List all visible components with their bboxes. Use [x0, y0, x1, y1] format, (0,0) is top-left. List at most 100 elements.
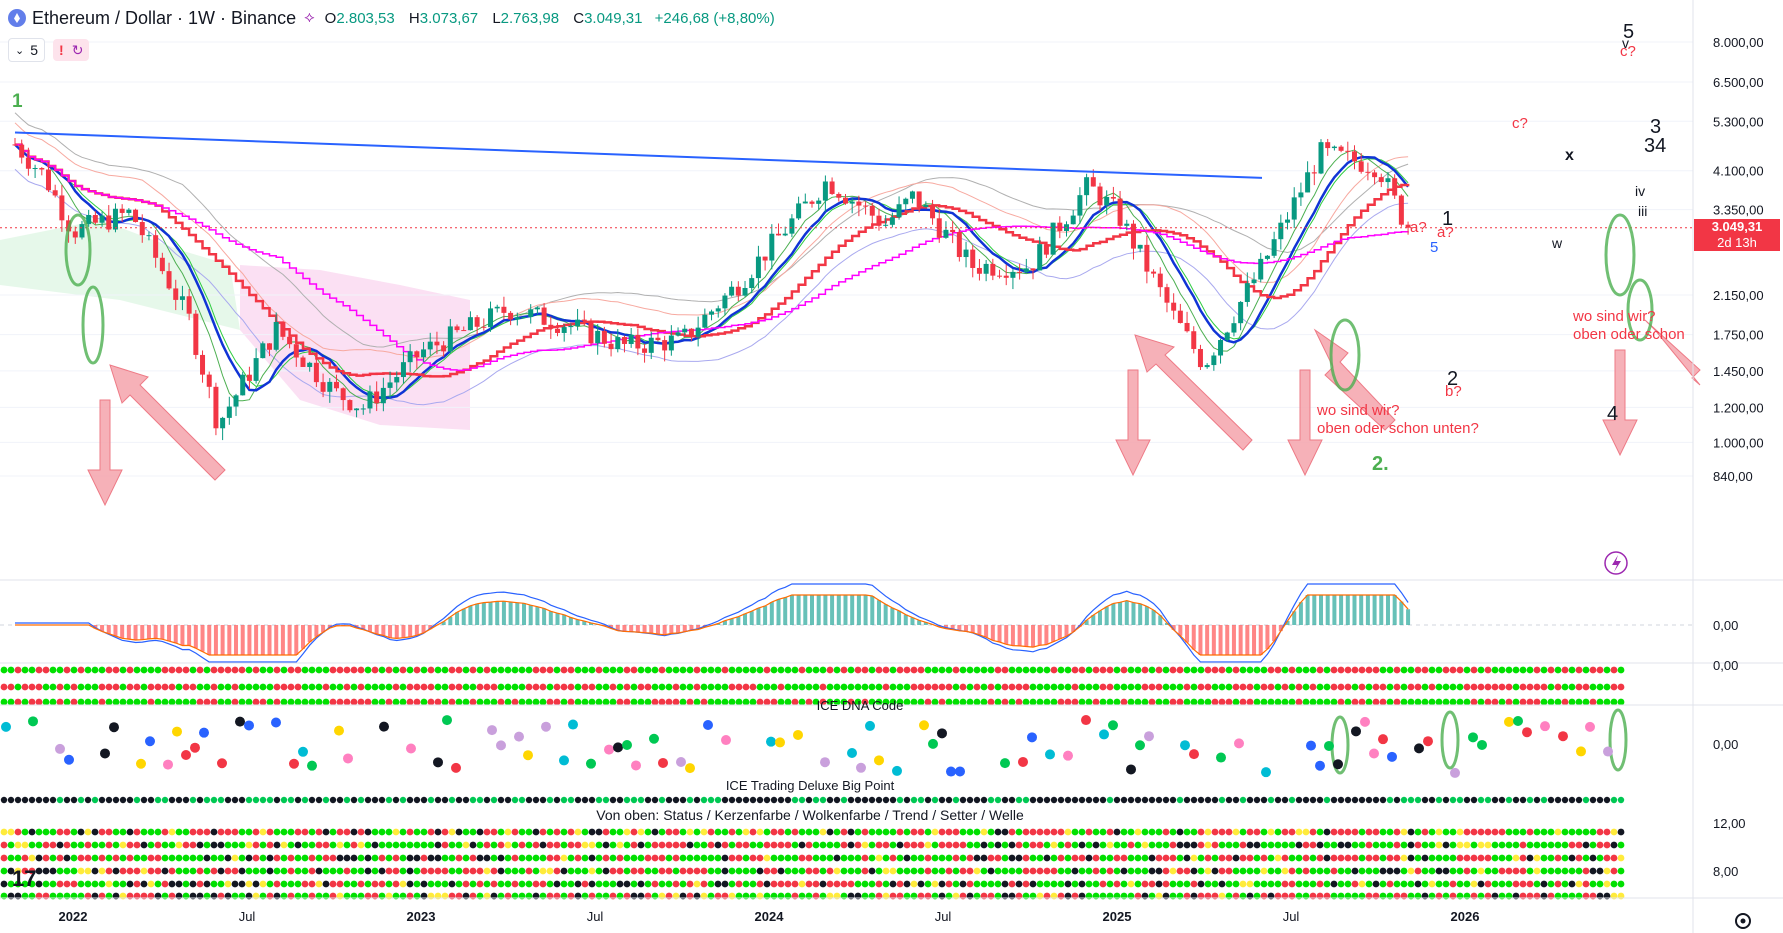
deluxe-dot — [1127, 854, 1135, 862]
bigpoint-dot — [1190, 796, 1198, 804]
status-dot — [462, 698, 470, 706]
status-dot — [637, 666, 645, 674]
candle-body — [367, 391, 373, 409]
bigpoint-dot — [994, 796, 1002, 804]
deluxe-dot — [1337, 841, 1345, 849]
bigpoint-dot — [231, 796, 239, 804]
status-dot — [1568, 666, 1576, 674]
symbol-title[interactable]: Ethereum / Dollar · 1W · Binance — [32, 7, 297, 28]
status-dot — [1106, 698, 1114, 706]
deluxe-dot — [1274, 854, 1282, 862]
deluxe-dot — [1407, 854, 1415, 862]
candle-body — [414, 351, 420, 358]
deluxe-dot — [105, 841, 113, 849]
arrow-down-right-5 — [1644, 319, 1701, 386]
status-dot — [560, 666, 568, 674]
deluxe-dot — [805, 867, 813, 875]
status-dot — [945, 683, 953, 691]
macd-histogram-bar — [870, 595, 875, 625]
price-axis[interactable]: 8.000,006.500,005.300,004.100,003.350,00… — [1713, 35, 1764, 484]
status-dot — [1589, 666, 1597, 674]
status-dot — [651, 698, 659, 706]
trendline[interactable] — [14, 131, 1263, 179]
deluxe-dot — [1582, 867, 1590, 875]
status-dot — [1323, 683, 1331, 691]
deluxe-dot — [1442, 828, 1450, 836]
deluxe-dot — [91, 841, 99, 849]
status-dot — [182, 698, 190, 706]
deluxe-dot — [168, 880, 176, 888]
wave-annotations[interactable]: 1 2. 1 2 b? a? a? c? c? 3 34 4 5 5 v iv … — [12, 21, 1685, 475]
candle-body — [909, 191, 915, 199]
deluxe-dot — [427, 828, 435, 836]
bigpoint-dot — [189, 796, 197, 804]
gear-icon[interactable] — [1735, 913, 1751, 929]
status-dot — [1162, 683, 1170, 691]
status-dot — [378, 683, 386, 691]
deluxe-dot — [1043, 867, 1051, 875]
deluxe-dot — [1372, 828, 1380, 836]
macd-histogram-bar — [113, 625, 118, 636]
deluxe-dot — [1526, 841, 1534, 849]
bigpoint-dot — [1372, 796, 1380, 804]
candle-body — [541, 307, 547, 325]
bigpoint-dot — [567, 796, 575, 804]
status-dot — [1113, 666, 1121, 674]
bigpoint-dot — [910, 796, 918, 804]
bigpoint-dot — [1078, 796, 1086, 804]
deluxe-dot — [245, 828, 253, 836]
alert-button[interactable]: ! ↻ — [53, 39, 90, 61]
macd-histogram-bar — [1178, 625, 1183, 636]
bigpoint-dot — [1134, 796, 1142, 804]
deluxe-dot — [0, 880, 8, 888]
status-dot — [1022, 666, 1030, 674]
status-dot — [490, 683, 498, 691]
macd-histogram-bar — [501, 601, 506, 625]
deluxe-dot — [49, 880, 57, 888]
last-price-tag[interactable]: 3.049,31 2d 13h — [1694, 218, 1780, 251]
deluxe-dot — [7, 841, 15, 849]
bigpoint-dot — [441, 796, 449, 804]
deluxe-dot — [238, 854, 246, 862]
deluxe-dot — [1064, 854, 1072, 862]
deluxe-dot — [1414, 854, 1422, 862]
status-dot — [238, 666, 246, 674]
time-axis[interactable]: 2022 Jul 2023 Jul 2024 Jul 2025 Jul 2026 — [59, 909, 1480, 924]
deluxe-dot — [700, 828, 708, 836]
deluxe-dot — [14, 828, 22, 836]
indicators-count-button[interactable]: ⌄ 5 — [8, 38, 46, 62]
drawing-ovals[interactable] — [64, 213, 1654, 775]
macd-histogram-bar — [696, 625, 701, 630]
deluxe-dot — [1176, 841, 1184, 849]
bigpoint-dot — [504, 796, 512, 804]
deluxe-dot — [1568, 854, 1576, 862]
status-dot — [1092, 683, 1100, 691]
deluxe-dot — [784, 828, 792, 836]
status-dot — [1127, 698, 1135, 706]
status-dot — [1386, 683, 1394, 691]
bigpoint-dot — [1281, 796, 1289, 804]
status-dot — [140, 698, 148, 706]
status-dot — [1197, 698, 1205, 706]
deluxe-dot — [560, 867, 568, 875]
macd-histogram-bar — [555, 613, 560, 625]
deluxe-dot — [1519, 880, 1527, 888]
deluxe-dot — [651, 828, 659, 836]
deluxe-dot — [1358, 867, 1366, 875]
deluxe-dot — [798, 867, 806, 875]
status-dot — [1197, 666, 1205, 674]
status-dot — [567, 683, 575, 691]
status-dot — [1106, 683, 1114, 691]
candle-body — [1124, 223, 1130, 226]
deluxe-dot — [1596, 854, 1604, 862]
indicator-icon[interactable]: ⟡ — [304, 9, 315, 26]
deluxe-dot — [679, 841, 687, 849]
deluxe-dot — [714, 828, 722, 836]
status-dot — [56, 666, 64, 674]
bigpoint-dot — [665, 796, 673, 804]
bigpoint-dot — [497, 796, 505, 804]
deluxe-dot — [798, 854, 806, 862]
deluxe-dot — [1225, 841, 1233, 849]
lightning-icon[interactable] — [1604, 551, 1628, 575]
